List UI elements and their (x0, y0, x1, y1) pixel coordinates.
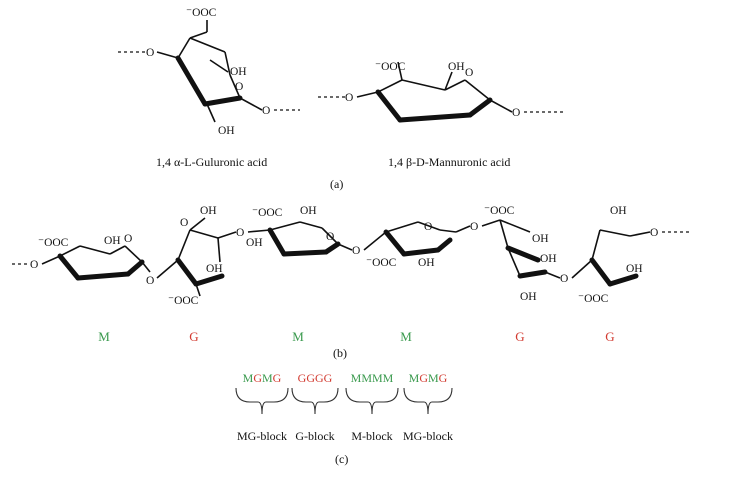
block-letter: M (351, 371, 362, 385)
block-letter: G (298, 371, 307, 385)
guluronic-acid-label: 1,4 α-L-Guluronic acid (156, 155, 267, 169)
block-letters: MGMG (409, 371, 448, 385)
block-label-m: M-block (351, 429, 392, 443)
atom-hydroxyl: OH (246, 237, 263, 249)
block-label-g: G-block (295, 429, 334, 443)
atom-hydroxyl: OH (300, 205, 317, 217)
atom-carboxylate: ⁻OOC (484, 205, 515, 217)
atom-hydroxyl: OH (230, 66, 247, 78)
unit-label-4: M (400, 329, 412, 344)
atom-carboxylate: ⁻OOC (186, 7, 217, 19)
atom-hydroxyl: OH (626, 263, 643, 275)
atom-o: O (470, 221, 478, 233)
atom-o: O (262, 105, 270, 117)
atom-ring-o: O (124, 233, 132, 245)
mannuronic-acid-structure: O ⁻OOC OH O O (318, 61, 565, 123)
atom-hydroxyl: OH (520, 291, 537, 303)
unit-label-1: M (98, 329, 110, 344)
block-letter: G (419, 371, 428, 385)
atom-hydroxyl: OH (418, 257, 435, 269)
block-letter: M (243, 371, 254, 385)
block-letter: G (315, 371, 324, 385)
block-letters: MGMG (243, 371, 282, 385)
mannuronic-acid-label: 1,4 β-D-Mannuronic acid (388, 155, 510, 169)
atom-o: O (236, 227, 244, 239)
unit-label-3: M (292, 329, 304, 344)
block-letter: M (383, 371, 394, 385)
atom-hydroxyl: OH (218, 125, 235, 137)
atom-carboxylate: ⁻OOC (168, 295, 199, 307)
atom-ring-o: O (326, 231, 334, 243)
atom-o: O (560, 273, 568, 285)
atom-o: O (146, 47, 154, 59)
block-letter: M (372, 371, 383, 385)
block-letters: MMMM (351, 371, 394, 385)
block-group-2: GGGG G-block (291, 371, 339, 443)
atom-hydroxyl: OH (610, 205, 627, 217)
atom-hydroxyl: OH (200, 205, 217, 217)
block-group-3: MMMM M-block (345, 371, 399, 443)
block-letter: G (439, 371, 448, 385)
atom-carboxylate: ⁻OOC (375, 61, 406, 73)
atom-ring-o: O (235, 81, 243, 93)
panel-b-caption: (b) (333, 346, 347, 360)
block-letter: G (253, 371, 262, 385)
atom-o: O (352, 245, 360, 257)
atom-carboxylate: ⁻OOC (252, 207, 283, 219)
block-letter: G (306, 371, 315, 385)
atom-o: O (146, 275, 154, 287)
atom-ring-o: O (424, 221, 432, 233)
unit-label-5: G (515, 329, 524, 344)
atom-ring-o: O (465, 67, 473, 79)
atom-hydroxyl: OH (448, 61, 465, 73)
block-letter: M (409, 371, 420, 385)
panel-a-caption: (a) (330, 177, 343, 191)
block-group-4: MGMG MG-block (403, 371, 453, 443)
atom-hydroxyl: OH (532, 233, 549, 245)
alginate-chain-structure: O ⁻OOC OH O O OH O OH ⁻OOC O (12, 205, 690, 307)
block-letter: G (324, 371, 333, 385)
atom-o: O (345, 92, 353, 104)
atom-carboxylate: ⁻OOC (578, 293, 609, 305)
atom-hydroxyl: OH (540, 253, 557, 265)
guluronic-acid-structure: O ⁻OOC OH OH O O (118, 7, 300, 137)
block-letters: GGGG (298, 371, 333, 385)
atom-carboxylate: ⁻OOC (366, 257, 397, 269)
block-label-mg: MG-block (237, 429, 287, 443)
atom-o: O (512, 107, 520, 119)
unit-label-2: G (189, 329, 198, 344)
panel-c-caption: (c) (335, 452, 348, 466)
atom-carboxylate: ⁻OOC (38, 237, 69, 249)
atom-ring-o: O (180, 217, 188, 229)
unit-label-6: G (605, 329, 614, 344)
block-letter: M (262, 371, 273, 385)
block-letter: M (428, 371, 439, 385)
block-letter: G (273, 371, 282, 385)
block-group-1: MGMG MG-block (235, 371, 289, 443)
atom-hydroxyl: OH (206, 263, 223, 275)
block-label-mg: MG-block (403, 429, 453, 443)
block-letter: M (361, 371, 372, 385)
atom-hydroxyl: OH (104, 235, 121, 247)
atom-o: O (30, 259, 38, 271)
atom-o: O (650, 227, 658, 239)
